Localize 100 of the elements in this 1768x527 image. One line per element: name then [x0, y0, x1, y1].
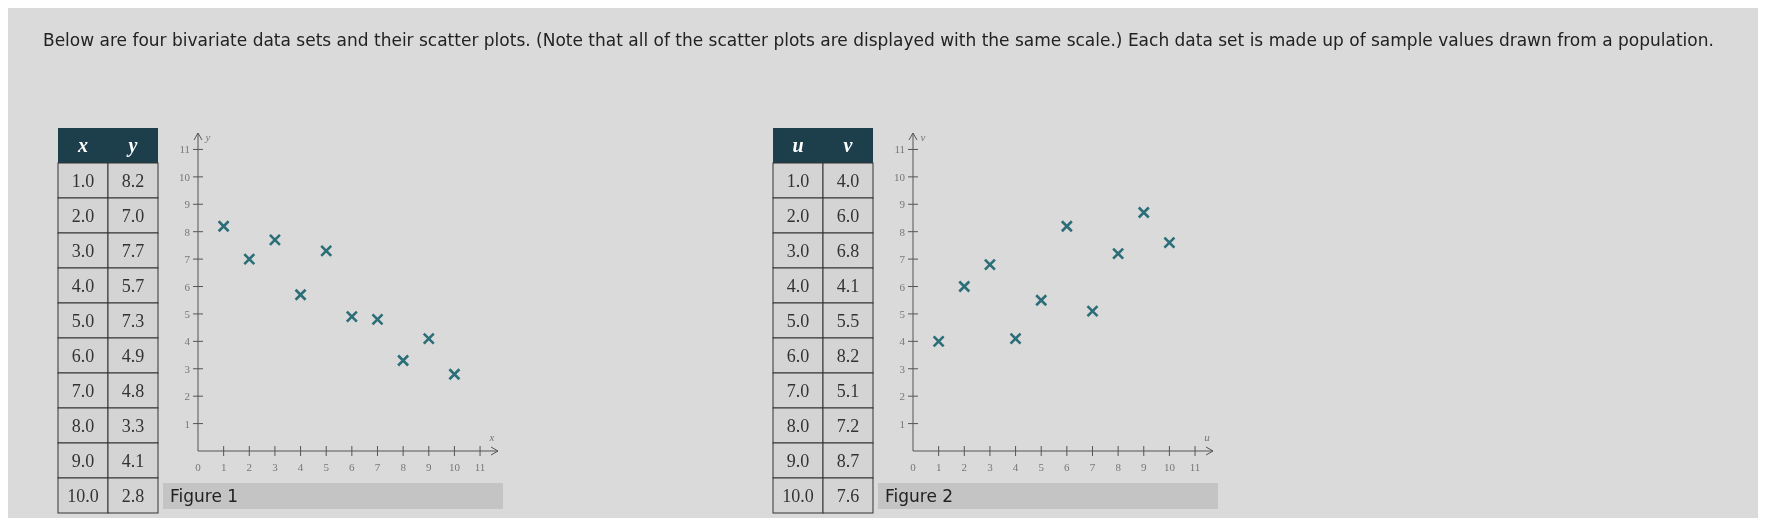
- data-label: 4.8: [121, 381, 145, 401]
- data-label: 9.0: [71, 451, 95, 471]
- data-label: 6.0: [71, 346, 95, 366]
- y-tick-label: 3: [184, 362, 191, 375]
- data-label: 1.0: [786, 171, 810, 191]
- text: Below are four bivariate data sets and their scatter plots. (Note that all of the scatter plots are displayed with the same scale.) Each data set is made up of sample values drawn from a population.: [43, 30, 1715, 51]
- data-label: 7.3: [121, 311, 145, 331]
- point: [422, 332, 436, 345]
- point: [1060, 219, 1074, 233]
- data-label: 2.8: [121, 486, 145, 506]
- data-label: 5.5: [836, 311, 860, 331]
- point: [319, 244, 333, 258]
- y-tick-label: 3: [899, 362, 906, 375]
- x-tick-label: 4: [297, 461, 304, 473]
- x-tick-label: 5: [1038, 461, 1045, 473]
- data-label: 7.2: [836, 416, 860, 436]
- data-label: 6.8: [836, 241, 860, 261]
- point: [1086, 304, 1099, 318]
- y-tick-label: 1: [899, 417, 905, 430]
- data-label: 8.2: [836, 346, 860, 366]
- data-label: 5.0: [71, 311, 95, 331]
- x-tick-label: u: [792, 134, 804, 156]
- y-tick-label: 8: [899, 225, 906, 238]
- point: [983, 258, 997, 271]
- caption: Figure 1: [170, 486, 239, 506]
- x-tick-label: 7: [374, 461, 381, 473]
- y-tick-label: 4: [899, 335, 906, 348]
- y-tick-label: 10: [179, 170, 191, 183]
- x-tick-label: 11: [1189, 461, 1201, 473]
- x-axis-title: x: [488, 431, 495, 443]
- x-tick-label: 9: [1141, 461, 1148, 473]
- data-label: 2.0: [786, 206, 810, 226]
- x-tick-label: y: [126, 134, 138, 157]
- data-label: 2.0: [71, 206, 95, 226]
- x-tick-label: 5: [323, 461, 330, 473]
- data-label: 5.0: [786, 311, 810, 331]
- data-label: 8.2: [121, 171, 145, 191]
- x-tick-label: 3: [272, 461, 279, 473]
- data-label: 4.9: [121, 346, 145, 366]
- y-tick-label: 9: [184, 198, 191, 211]
- point: [396, 354, 410, 367]
- data-label: 4.1: [836, 276, 860, 296]
- y-tick-label: 5: [184, 307, 191, 320]
- x-tick-label: 3: [987, 461, 994, 473]
- data-label: 3.3: [121, 416, 145, 436]
- data-label: 7.6: [836, 486, 860, 506]
- data-label: 7.0: [121, 206, 145, 226]
- data-label: 4.0: [71, 276, 95, 296]
- x-tick-label: 6: [349, 461, 356, 473]
- data-label: 8.0: [71, 416, 95, 436]
- x-axis-title: u: [1204, 431, 1211, 443]
- x-tick-label: 2: [246, 461, 253, 473]
- data-label: 1.0: [71, 171, 95, 191]
- data-label: 8.7: [836, 451, 860, 471]
- data-label: 4.0: [786, 276, 810, 296]
- point: [1137, 206, 1151, 219]
- data-label: 10.0: [67, 486, 99, 506]
- data-label: 9.0: [786, 451, 810, 471]
- x-tick-label: 11: [474, 461, 486, 473]
- data-label: 8.0: [786, 416, 810, 436]
- y-tick-label: 1: [184, 417, 190, 430]
- x-tick-label: x: [77, 134, 88, 156]
- x-tick-label: 1: [935, 461, 942, 473]
- data-label: 7.0: [71, 381, 95, 401]
- data-label: 6.0: [836, 206, 860, 226]
- caption: Figure 2: [885, 486, 954, 506]
- x-tick-label: 9: [426, 461, 433, 473]
- x-tick-label: v: [843, 134, 854, 156]
- x-tick-label: 0: [910, 461, 917, 473]
- point: [932, 335, 945, 348]
- y-tick-label: 4: [184, 335, 191, 348]
- y-tick-label: 2: [184, 390, 190, 403]
- data-label: 5.1: [836, 381, 860, 401]
- x-tick-label: 8: [1115, 461, 1122, 473]
- x-tick-label: 7: [1089, 461, 1096, 473]
- data-label: 3.0: [786, 241, 810, 261]
- x-tick-label: 10: [448, 461, 461, 473]
- y-tick-label: 10: [894, 170, 906, 183]
- point: [957, 280, 971, 293]
- x-tick-label: 4: [1012, 461, 1019, 473]
- data-label: 7.7: [121, 241, 145, 261]
- point: [345, 310, 359, 323]
- point: [1009, 332, 1022, 345]
- y-tick-label: 6: [899, 280, 906, 293]
- data-label: 4.0: [836, 171, 860, 191]
- x-tick-label: 1: [220, 461, 227, 473]
- point: [1111, 247, 1125, 260]
- point: [242, 252, 256, 266]
- y-tick-label: 5: [899, 307, 906, 320]
- data-label: 10.0: [782, 486, 814, 506]
- y-tick-label: 7: [899, 253, 906, 266]
- y-tick-label: 9: [899, 198, 906, 211]
- y-tick-label: 2: [899, 390, 905, 403]
- x-tick-label: 0: [195, 461, 202, 473]
- point: [1163, 236, 1176, 249]
- x-tick-label: 8: [400, 461, 407, 473]
- data-label: 7.0: [786, 381, 810, 401]
- data-label: 6.0: [786, 346, 810, 366]
- x-tick-label: 6: [1064, 461, 1071, 473]
- data-label: 3.0: [71, 241, 95, 261]
